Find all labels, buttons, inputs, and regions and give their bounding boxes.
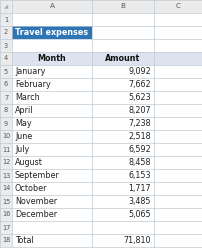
Text: 2,518: 2,518 xyxy=(128,132,150,141)
Text: January: January xyxy=(15,67,45,76)
Bar xyxy=(12,26,92,39)
Bar xyxy=(0,143,12,156)
Text: Travel expenses: Travel expenses xyxy=(15,28,88,37)
Text: 17: 17 xyxy=(2,224,10,230)
Bar xyxy=(0,221,12,234)
Bar xyxy=(0,169,12,182)
Bar xyxy=(0,130,12,143)
Text: 10: 10 xyxy=(2,133,10,139)
Text: March: March xyxy=(15,93,39,102)
Text: 8,458: 8,458 xyxy=(128,158,150,167)
Text: 71,810: 71,810 xyxy=(123,236,150,245)
Text: 7,662: 7,662 xyxy=(128,80,150,89)
Text: 15: 15 xyxy=(2,198,10,205)
Text: May: May xyxy=(15,119,32,128)
Text: 6,592: 6,592 xyxy=(128,145,150,154)
Text: April: April xyxy=(15,106,33,115)
Text: 14: 14 xyxy=(2,186,10,191)
Bar xyxy=(0,156,12,169)
Text: 7,238: 7,238 xyxy=(128,119,150,128)
Text: 3: 3 xyxy=(4,42,8,49)
Text: 12: 12 xyxy=(2,159,10,165)
Bar xyxy=(0,13,12,26)
Text: 3,485: 3,485 xyxy=(128,197,150,206)
Text: 8,207: 8,207 xyxy=(128,106,150,115)
Bar xyxy=(0,65,12,78)
Text: 1,717: 1,717 xyxy=(128,184,150,193)
Text: B: B xyxy=(120,3,125,9)
Bar xyxy=(0,52,12,65)
Text: 5: 5 xyxy=(4,68,8,74)
Text: February: February xyxy=(15,80,50,89)
Text: ◢: ◢ xyxy=(4,4,8,9)
Text: August: August xyxy=(15,158,43,167)
Text: September: September xyxy=(15,171,60,180)
Text: October: October xyxy=(15,184,47,193)
Text: 11: 11 xyxy=(2,147,10,153)
Bar xyxy=(0,0,202,13)
Text: 1: 1 xyxy=(4,17,8,23)
Text: 16: 16 xyxy=(2,212,10,217)
Text: 7: 7 xyxy=(4,94,8,100)
Text: Month: Month xyxy=(37,54,66,63)
Text: C: C xyxy=(175,3,180,9)
Text: 6,153: 6,153 xyxy=(128,171,150,180)
Text: December: December xyxy=(15,210,57,219)
Text: 13: 13 xyxy=(2,173,10,179)
Bar xyxy=(0,39,12,52)
Bar xyxy=(0,182,12,195)
Bar xyxy=(12,52,202,65)
Bar xyxy=(0,195,12,208)
Text: 5,065: 5,065 xyxy=(128,210,150,219)
Text: 9,092: 9,092 xyxy=(128,67,150,76)
Bar xyxy=(0,104,12,117)
Text: 8: 8 xyxy=(4,107,8,114)
Text: June: June xyxy=(15,132,32,141)
Text: Total: Total xyxy=(15,236,34,245)
Text: November: November xyxy=(15,197,57,206)
Bar xyxy=(0,117,12,130)
Text: 2: 2 xyxy=(4,30,8,35)
Bar xyxy=(0,26,12,39)
Text: 9: 9 xyxy=(4,121,8,126)
Text: A: A xyxy=(49,3,54,9)
Text: 5,623: 5,623 xyxy=(128,93,150,102)
Bar xyxy=(0,91,12,104)
Bar xyxy=(0,78,12,91)
Text: 6: 6 xyxy=(4,82,8,88)
Text: 4: 4 xyxy=(4,56,8,62)
Text: 18: 18 xyxy=(2,238,10,244)
Text: July: July xyxy=(15,145,29,154)
Text: Amount: Amount xyxy=(105,54,140,63)
Bar xyxy=(0,234,12,247)
Bar xyxy=(0,208,12,221)
